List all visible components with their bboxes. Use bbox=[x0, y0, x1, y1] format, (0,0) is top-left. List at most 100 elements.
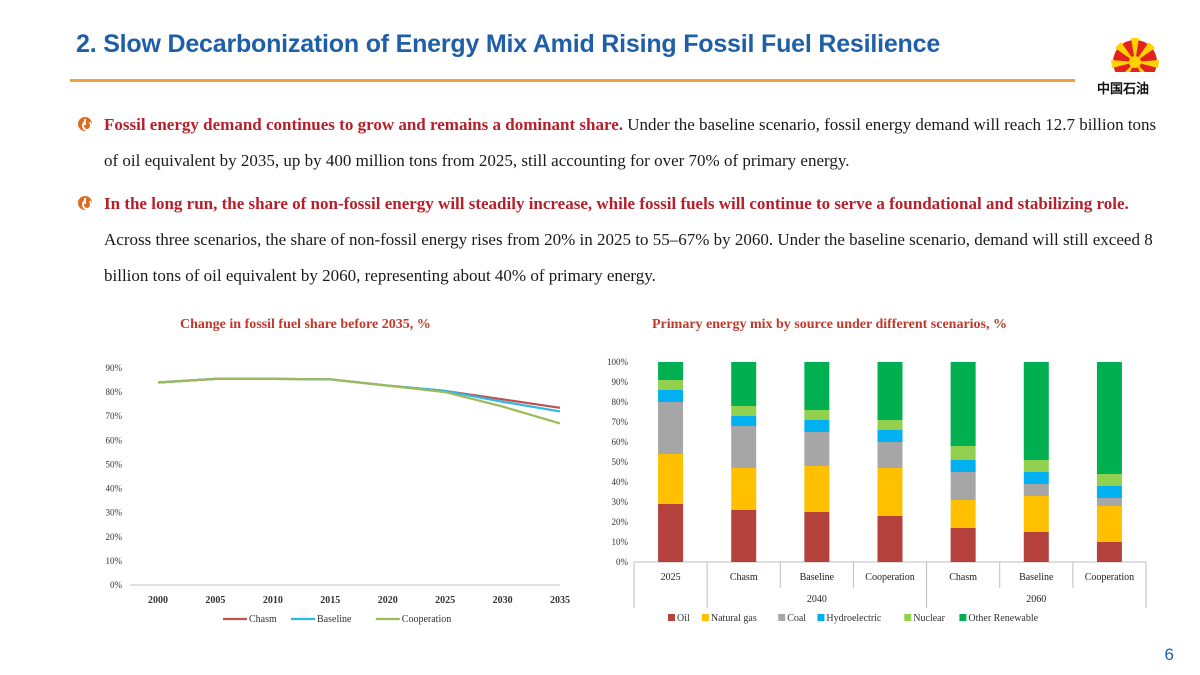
y-tick-label: 30% bbox=[612, 497, 629, 507]
bar-segment-nuclear bbox=[877, 420, 903, 430]
bar-segment-other-renewable bbox=[950, 362, 976, 446]
category-label: 2025 bbox=[661, 572, 681, 583]
bullet-body: Under the baseline scenario, fossil ener… bbox=[104, 115, 1157, 170]
bar-segment-coal bbox=[877, 442, 903, 468]
bar-segment-coal bbox=[950, 472, 976, 500]
bar-segment-coal bbox=[1096, 498, 1122, 506]
energy-mix-stacked-bar-chart: 0% 10% 20% 30% 40% 50% 60% 70% 80% 90% 100% 2025 Cha… bbox=[607, 357, 1147, 624]
legend-label: Cooperation bbox=[402, 614, 451, 625]
bar-segment-other-renewable bbox=[1096, 362, 1122, 474]
bar-segment-natural-gas bbox=[950, 500, 976, 528]
bar-segment-other-renewable bbox=[731, 362, 757, 406]
bullet-paragraph-2: In the long run, the share of non-fossil… bbox=[104, 186, 1174, 294]
x-tick-label: 2025 bbox=[435, 595, 455, 606]
bar-segment-hydroelectric bbox=[731, 416, 757, 426]
y-tick-label: 80% bbox=[106, 387, 123, 397]
category-label: Baseline bbox=[800, 572, 835, 583]
bar-segment-nuclear bbox=[1023, 460, 1049, 472]
legend-label: Natural gas bbox=[711, 613, 757, 624]
legend-swatch bbox=[904, 614, 912, 621]
bar-segment-hydroelectric bbox=[1096, 486, 1122, 498]
legend-swatch bbox=[701, 614, 709, 621]
bar-segment-natural-gas bbox=[1096, 506, 1122, 542]
bar-segment-hydroelectric bbox=[1023, 472, 1049, 484]
bullet-body: Across three scenarios, the share of non… bbox=[104, 230, 1153, 285]
legend-label: Nuclear bbox=[913, 613, 945, 624]
bar-segment-oil bbox=[804, 512, 830, 562]
bullet-lead: In the long run, the share of non-fossil… bbox=[104, 194, 1129, 213]
bar-segment-coal bbox=[731, 426, 757, 468]
bar-segment-other-renewable bbox=[877, 362, 903, 420]
bar-segment-nuclear bbox=[1096, 474, 1122, 486]
company-logo-icon bbox=[1111, 38, 1159, 86]
legend-label: Coal bbox=[787, 613, 806, 624]
legend-swatch bbox=[668, 614, 675, 621]
bar-segment-natural-gas bbox=[1023, 496, 1049, 532]
y-tick-label: 0% bbox=[616, 557, 629, 567]
bar-segment-oil bbox=[658, 504, 684, 562]
bullet-paragraph-1: Fossil energy demand continues to grow a… bbox=[104, 107, 1174, 179]
bullet-icon bbox=[78, 196, 92, 210]
bar-segment-hydroelectric bbox=[950, 460, 976, 472]
bar-segment-nuclear bbox=[731, 406, 757, 416]
category-label: Cooperation bbox=[1085, 572, 1134, 583]
y-tick-label: 60% bbox=[612, 437, 629, 447]
y-tick-label: 20% bbox=[106, 532, 123, 542]
group-label: 2060 bbox=[1026, 594, 1046, 605]
x-tick-label: 2005 bbox=[205, 595, 225, 606]
bar-segment-other-renewable bbox=[804, 362, 830, 410]
y-tick-label: 100% bbox=[607, 357, 629, 367]
bar-segment-coal bbox=[804, 432, 830, 466]
bullet-lead: Fossil energy demand continues to grow a… bbox=[104, 115, 624, 134]
page-number: 6 bbox=[1164, 645, 1174, 664]
series-line-cooperation bbox=[157, 377, 561, 425]
category-label: Baseline bbox=[1019, 572, 1054, 583]
bar-segment-oil bbox=[731, 510, 757, 562]
bar-segment-coal bbox=[1023, 484, 1049, 496]
x-tick-label: 2010 bbox=[263, 595, 283, 606]
y-tick-label: 70% bbox=[106, 411, 123, 421]
title-divider bbox=[70, 79, 1075, 82]
fossil-share-line-chart: 0% 10% 20% 30% 40% 50% 60% 70% 80% 90% 2000 2005 201… bbox=[106, 363, 571, 625]
y-tick-label: 70% bbox=[612, 417, 629, 427]
bar-segment-oil bbox=[950, 528, 976, 562]
y-tick-label: 90% bbox=[612, 377, 629, 387]
bar-segment-nuclear bbox=[804, 410, 830, 420]
bar-segment-hydroelectric bbox=[658, 390, 684, 402]
y-tick-label: 40% bbox=[612, 477, 629, 487]
logo-text: 中国石油 bbox=[1096, 82, 1149, 97]
y-tick-label: 50% bbox=[106, 459, 123, 469]
bar-segment-nuclear bbox=[658, 380, 684, 390]
legend-label: Other Renewable bbox=[968, 613, 1038, 624]
page-title: 2. Slow Decarbonization of Energy Mix Am… bbox=[76, 30, 941, 58]
bar-segment-oil bbox=[877, 516, 903, 562]
bar-segment-natural-gas bbox=[658, 454, 684, 504]
legend-label: Chasm bbox=[249, 614, 277, 625]
y-tick-label: 60% bbox=[106, 435, 123, 445]
bar-segment-hydroelectric bbox=[877, 430, 903, 442]
legend-swatch bbox=[817, 614, 825, 621]
legend-swatch bbox=[778, 614, 786, 621]
bar-segment-other-renewable bbox=[1023, 362, 1049, 460]
x-tick-label: 2000 bbox=[148, 595, 168, 606]
bullet-icon bbox=[78, 117, 92, 131]
legend-swatch bbox=[959, 614, 967, 621]
y-tick-label: 30% bbox=[106, 508, 123, 518]
y-tick-label: 10% bbox=[612, 537, 629, 547]
y-tick-label: 90% bbox=[106, 363, 123, 373]
y-tick-label: 10% bbox=[106, 556, 123, 566]
legend-label: Hydroelectric bbox=[826, 613, 882, 624]
bar-segment-coal bbox=[658, 402, 684, 454]
bar-segment-natural-gas bbox=[731, 468, 757, 510]
bar-segment-nuclear bbox=[950, 446, 976, 460]
x-tick-label: 2020 bbox=[378, 595, 398, 606]
bar-segment-oil bbox=[1096, 542, 1122, 562]
x-tick-label: 2030 bbox=[493, 595, 513, 606]
category-label: Chasm bbox=[949, 572, 977, 583]
bar-segment-oil bbox=[1023, 532, 1049, 562]
legend-label: Baseline bbox=[317, 614, 352, 625]
line-chart-title: Change in fossil fuel share before 2035,… bbox=[180, 317, 431, 332]
y-tick-label: 50% bbox=[612, 457, 629, 467]
x-tick-label: 2035 bbox=[550, 595, 570, 606]
category-label: Cooperation bbox=[865, 572, 914, 583]
